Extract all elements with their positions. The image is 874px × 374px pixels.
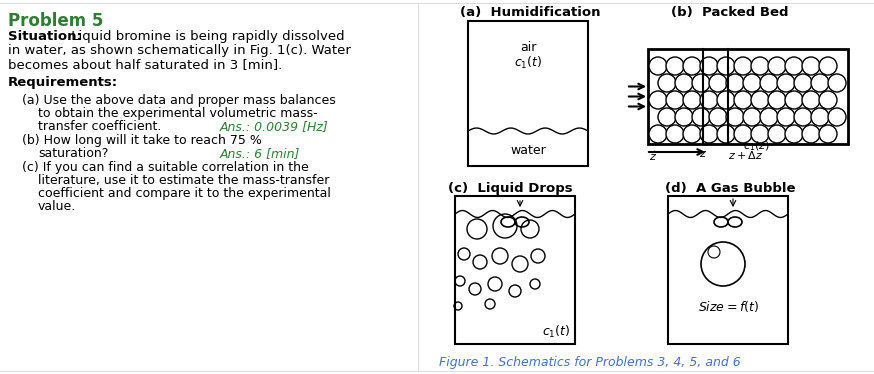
Circle shape [658, 108, 676, 126]
Circle shape [726, 74, 744, 92]
Circle shape [743, 108, 761, 126]
Circle shape [692, 74, 710, 92]
Text: $c_1(z)$: $c_1(z)$ [743, 139, 770, 153]
Circle shape [785, 57, 803, 75]
Circle shape [794, 74, 812, 92]
Text: transfer coefficient.: transfer coefficient. [38, 120, 162, 133]
Circle shape [717, 57, 735, 75]
Circle shape [819, 91, 837, 109]
Text: saturation?: saturation? [38, 147, 108, 160]
Circle shape [683, 125, 701, 143]
Circle shape [802, 125, 820, 143]
Circle shape [726, 108, 744, 126]
Circle shape [828, 108, 846, 126]
Text: to obtain the experimental volumetric mass-: to obtain the experimental volumetric ma… [38, 107, 317, 120]
Bar [648, 49, 848, 144]
Text: $Size = f(t)$: $Size = f(t)$ [697, 299, 759, 314]
Circle shape [700, 125, 718, 143]
Circle shape [700, 91, 718, 109]
Circle shape [675, 108, 693, 126]
Circle shape [692, 108, 710, 126]
Circle shape [683, 91, 701, 109]
Circle shape [683, 57, 701, 75]
Circle shape [828, 74, 846, 92]
Text: (a)  Humidification: (a) Humidification [460, 6, 600, 19]
Bar [668, 196, 788, 344]
Circle shape [768, 91, 786, 109]
Text: (c) If you can find a suitable correlation in the: (c) If you can find a suitable correlati… [22, 161, 309, 174]
Text: Problem 5: Problem 5 [8, 12, 103, 30]
Circle shape [666, 125, 684, 143]
Text: $\vec{z}$: $\vec{z}$ [649, 149, 657, 163]
Text: Figure 1. Schematics for Problems 3, 4, 5, and 6: Figure 1. Schematics for Problems 3, 4, … [439, 356, 741, 369]
Bar [455, 196, 575, 344]
Text: Situation:: Situation: [8, 30, 82, 43]
Text: air: air [520, 41, 536, 54]
Text: $c_1(t)$: $c_1(t)$ [542, 324, 570, 340]
Circle shape [819, 57, 837, 75]
Circle shape [666, 91, 684, 109]
Circle shape [709, 108, 727, 126]
Circle shape [734, 91, 752, 109]
Circle shape [760, 74, 778, 92]
Circle shape [734, 125, 752, 143]
Circle shape [802, 57, 820, 75]
Circle shape [717, 91, 735, 109]
Text: Liquid bromine is being rapidly dissolved: Liquid bromine is being rapidly dissolve… [67, 30, 344, 43]
Circle shape [785, 125, 803, 143]
Circle shape [649, 57, 667, 75]
Circle shape [819, 125, 837, 143]
Text: (d)  A Gas Bubble: (d) A Gas Bubble [665, 182, 795, 195]
Circle shape [777, 74, 795, 92]
Circle shape [649, 91, 667, 109]
Text: $z$: $z$ [699, 149, 707, 159]
Circle shape [794, 108, 812, 126]
Text: $z+\Delta z$: $z+\Delta z$ [728, 149, 763, 161]
Circle shape [658, 74, 676, 92]
Bar [468, 21, 588, 166]
Circle shape [649, 125, 667, 143]
Circle shape [675, 74, 693, 92]
Circle shape [751, 125, 769, 143]
Text: (b)  Packed Bed: (b) Packed Bed [671, 6, 788, 19]
Text: literature, use it to estimate the mass-transfer: literature, use it to estimate the mass-… [38, 174, 329, 187]
Text: (c)  Liquid Drops: (c) Liquid Drops [447, 182, 572, 195]
Text: in water, as shown schematically in Fig. 1(c). Water: in water, as shown schematically in Fig.… [8, 44, 350, 57]
Circle shape [760, 108, 778, 126]
Text: Ans.: 0.0039 [Hz]: Ans.: 0.0039 [Hz] [220, 120, 329, 133]
Circle shape [802, 91, 820, 109]
Text: coefficient and compare it to the experimental: coefficient and compare it to the experi… [38, 187, 331, 200]
Text: $c_1(t)$: $c_1(t)$ [514, 55, 542, 71]
Text: becomes about half saturated in 3 [min].: becomes about half saturated in 3 [min]. [8, 58, 282, 71]
Text: Ans.: 6 [min]: Ans.: 6 [min] [220, 147, 301, 160]
Circle shape [751, 57, 769, 75]
Circle shape [700, 57, 718, 75]
Circle shape [734, 57, 752, 75]
Text: Requirements:: Requirements: [8, 76, 118, 89]
Text: value.: value. [38, 200, 76, 213]
Circle shape [811, 108, 829, 126]
Circle shape [811, 74, 829, 92]
Circle shape [743, 74, 761, 92]
Circle shape [768, 125, 786, 143]
Circle shape [717, 125, 735, 143]
Circle shape [751, 91, 769, 109]
Circle shape [768, 57, 786, 75]
Circle shape [785, 91, 803, 109]
Text: (a) Use the above data and proper mass balances: (a) Use the above data and proper mass b… [22, 94, 336, 107]
Circle shape [709, 74, 727, 92]
Circle shape [666, 57, 684, 75]
Circle shape [777, 108, 795, 126]
Text: (b) How long will it take to reach 75 %: (b) How long will it take to reach 75 % [22, 134, 262, 147]
Text: water: water [510, 144, 546, 157]
